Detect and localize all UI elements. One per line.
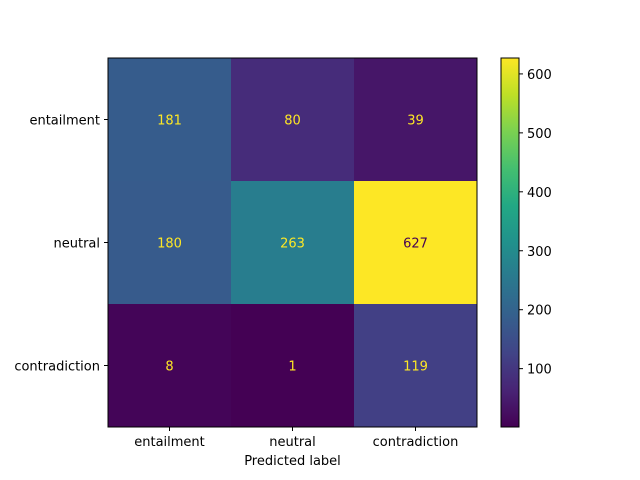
heatmap-cell [108, 181, 231, 304]
x-tick-label: contradiction [373, 435, 459, 450]
cell-value-label: 1 [288, 360, 296, 375]
x-tick-label: neutral [269, 435, 316, 450]
colorbar-tick-label: 400 [527, 186, 552, 201]
colorbar: 100 200 300 400 500 600 [500, 57, 552, 428]
y-tick-label: entailment [29, 114, 100, 129]
colorbar-tick-label: 200 [527, 304, 552, 319]
cell-value-label: 181 [157, 114, 182, 129]
heatmap-cell [231, 304, 354, 427]
colorbar-tick-label: 500 [527, 127, 552, 142]
colorbar-gradient [501, 58, 519, 427]
colorbar-tick-label: 100 [527, 363, 552, 378]
cell-value-label: 263 [280, 237, 305, 252]
cell-value-label: 8 [165, 360, 173, 375]
y-axis: entailment neutral contradiction [14, 114, 108, 375]
colorbar-tick-label: 300 [527, 245, 552, 260]
cell-value-label: 180 [157, 237, 182, 252]
y-tick-label: neutral [54, 237, 101, 252]
cell-value-label: 627 [403, 237, 428, 252]
heatmap-cells [108, 58, 477, 427]
heatmap-cell [231, 58, 354, 181]
colorbar-ticks: 100 200 300 400 500 600 [519, 68, 552, 378]
x-tick-label: entailment [134, 435, 205, 450]
cell-value-label: 39 [407, 114, 424, 129]
colorbar-tick-label: 600 [527, 68, 552, 83]
heatmap-cell [354, 58, 477, 181]
heatmap-cell [354, 304, 477, 427]
colorbar-frame [500, 57, 520, 428]
plot-frame [107, 57, 478, 428]
heatmap-cell-labels: 181 80 39 180 263 627 8 1 119 [157, 114, 428, 375]
heatmap-cell [354, 181, 477, 304]
heatmap-cell [231, 181, 354, 304]
heatmap-cell [108, 58, 231, 181]
heatmap-cell [108, 304, 231, 427]
x-axis: entailment neutral contradiction [134, 427, 458, 450]
cell-value-label: 119 [403, 360, 428, 375]
x-axis-title: Predicted label [244, 454, 341, 469]
cell-value-label: 80 [284, 114, 301, 129]
y-tick-label: contradiction [14, 360, 100, 375]
